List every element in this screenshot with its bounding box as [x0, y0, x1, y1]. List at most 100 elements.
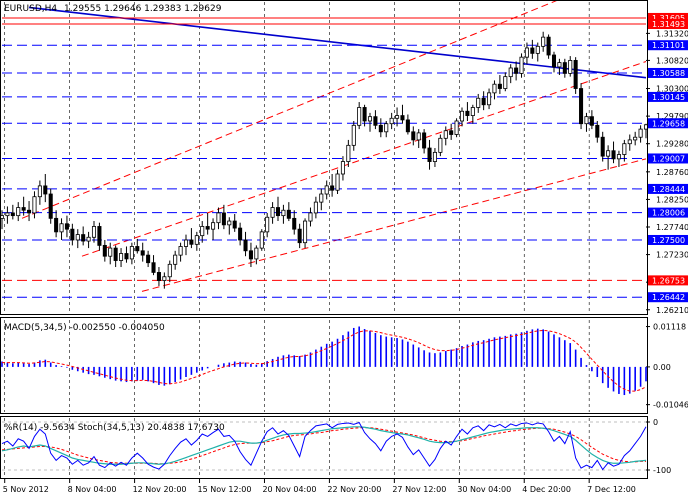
candle-body[interactable] [173, 254, 178, 265]
candles[interactable] [0, 31, 649, 289]
candle-body[interactable] [64, 223, 69, 230]
candle-body[interactable] [10, 212, 15, 217]
candle-body[interactable] [395, 115, 400, 119]
candle-body[interactable] [167, 263, 172, 278]
candle-body[interactable] [97, 226, 102, 246]
candle-body[interactable] [86, 236, 91, 242]
candle-body[interactable] [178, 246, 183, 256]
candle-body[interactable] [216, 212, 221, 224]
candle-body[interactable] [292, 217, 297, 230]
candle-body[interactable] [530, 47, 535, 54]
candle-body[interactable] [330, 185, 335, 191]
candle-body[interactable] [362, 107, 367, 122]
candle-body[interactable] [427, 147, 432, 162]
candle-body[interactable] [487, 92, 492, 106]
candle-body[interactable] [411, 131, 416, 141]
candle-body[interactable] [340, 161, 345, 175]
candle-body[interactable] [432, 151, 437, 162]
candle-body[interactable] [81, 234, 86, 242]
candle-body[interactable] [557, 62, 562, 68]
candle-body[interactable] [492, 83, 497, 94]
candle-body[interactable] [254, 247, 259, 260]
candle-body[interactable] [275, 207, 281, 217]
candle-body[interactable] [43, 185, 48, 195]
candle-body[interactable] [32, 196, 37, 214]
candle-body[interactable] [189, 239, 194, 245]
candle-body[interactable] [389, 117, 394, 125]
candle-body[interactable] [551, 54, 557, 68]
candle-body[interactable] [238, 227, 243, 241]
candle-body[interactable] [119, 253, 124, 261]
candle-body[interactable] [232, 220, 237, 229]
candle-body[interactable] [497, 83, 502, 89]
candle-body[interactable] [243, 239, 248, 252]
candle-body[interactable] [5, 212, 10, 217]
candle-body[interactable] [265, 216, 270, 233]
candle-body[interactable] [535, 45, 540, 54]
candle-body[interactable] [108, 247, 113, 257]
candle-body[interactable] [568, 60, 573, 74]
candle-body[interactable] [324, 185, 329, 195]
candle-body[interactable] [113, 247, 118, 261]
candle-body[interactable] [205, 226, 210, 230]
candle-body[interactable] [595, 124, 600, 138]
candle-body[interactable] [194, 235, 199, 245]
candle-body[interactable] [584, 116, 589, 125]
candle-body[interactable] [297, 228, 302, 244]
candle-body[interactable] [91, 226, 97, 238]
candle-body[interactable] [135, 246, 140, 252]
candle-body[interactable] [443, 130, 448, 139]
candle-body[interactable] [259, 231, 264, 249]
candle-body[interactable] [54, 217, 59, 233]
candle-body[interactable] [416, 132, 421, 141]
candle-body[interactable] [514, 67, 519, 74]
candle-body[interactable] [221, 212, 226, 226]
candle-body[interactable] [75, 234, 80, 241]
candle-body[interactable] [21, 207, 26, 211]
candle-body[interactable] [622, 143, 627, 155]
candle-body[interactable] [616, 154, 621, 160]
candle-body[interactable] [508, 67, 513, 78]
candle-body[interactable] [248, 250, 253, 260]
candle-body[interactable] [37, 185, 42, 198]
candle-body[interactable] [600, 136, 605, 157]
candle-body[interactable] [459, 110, 465, 122]
candle-body[interactable] [70, 228, 75, 241]
candle-body[interactable] [281, 209, 286, 217]
candle-body[interactable] [546, 36, 551, 56]
candle-body[interactable] [308, 212, 313, 222]
candle-body[interactable] [541, 36, 546, 47]
candle-body[interactable] [589, 116, 594, 126]
candle-body[interactable] [627, 139, 632, 145]
candle-body[interactable] [102, 244, 107, 257]
candle-body[interactable] [384, 123, 389, 133]
candle-body[interactable] [129, 246, 134, 260]
candle-body[interactable] [211, 222, 216, 230]
candle-body[interactable] [476, 97, 481, 108]
candle-body[interactable] [579, 88, 584, 125]
candle-body[interactable] [519, 56, 524, 74]
candle-body[interactable] [357, 107, 362, 126]
candle-body[interactable] [465, 110, 470, 116]
candle-body[interactable] [270, 207, 275, 218]
candle-body[interactable] [367, 116, 373, 122]
candle-body[interactable] [405, 119, 410, 133]
candle-body[interactable] [351, 124, 356, 146]
candle-body[interactable] [227, 220, 232, 226]
candle-body[interactable] [346, 144, 351, 162]
candle-body[interactable] [449, 130, 454, 135]
candle-body[interactable] [200, 226, 205, 237]
candle-body[interactable] [373, 116, 378, 126]
candle-body[interactable] [562, 62, 567, 74]
candle-body[interactable] [319, 193, 324, 203]
candle-body[interactable] [335, 173, 340, 191]
candle-body[interactable] [124, 253, 129, 260]
candle-body[interactable] [573, 60, 578, 89]
candle-body[interactable] [140, 250, 145, 256]
candle-body[interactable] [438, 137, 443, 153]
candle-body[interactable] [611, 150, 616, 160]
candle-body[interactable] [313, 201, 318, 214]
candle-body[interactable] [151, 262, 156, 273]
candle-body[interactable] [162, 276, 167, 281]
candle-body[interactable] [503, 76, 508, 89]
